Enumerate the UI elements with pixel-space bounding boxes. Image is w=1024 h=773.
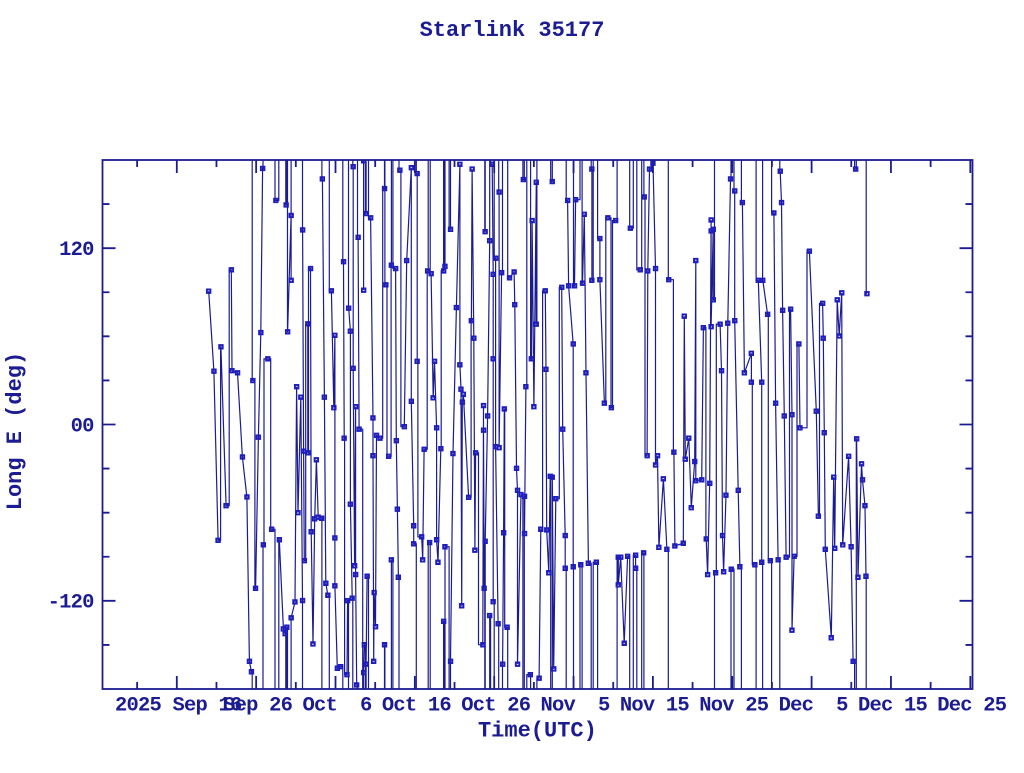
svg-text:Time(UTC): Time(UTC) [478,719,597,744]
svg-text:2025 Sep 16: 2025 Sep 16 [115,694,242,717]
svg-text:120: 120 [59,239,94,262]
svg-text:00: 00 [71,415,95,438]
svg-text:Nov 5: Nov 5 [541,694,611,717]
svg-text:Long E (deg): Long E (deg) [3,352,28,510]
svg-text:Dec 25: Dec 25 [937,694,1007,717]
svg-text:Oct 16: Oct 16 [382,694,452,717]
svg-text:Oct 26: Oct 26 [461,694,531,717]
svg-text:Starlink 35177: Starlink 35177 [420,18,605,43]
svg-text:Dec 5: Dec 5 [779,694,849,717]
svg-text:Oct 6: Oct 6 [302,694,372,717]
svg-text:-120: -120 [48,592,95,615]
svg-text:Nov 25: Nov 25 [699,694,769,717]
svg-text:Sep 26: Sep 26 [223,694,293,717]
svg-text:Dec 15: Dec 15 [858,694,928,717]
svg-text:Nov 15: Nov 15 [620,694,690,717]
